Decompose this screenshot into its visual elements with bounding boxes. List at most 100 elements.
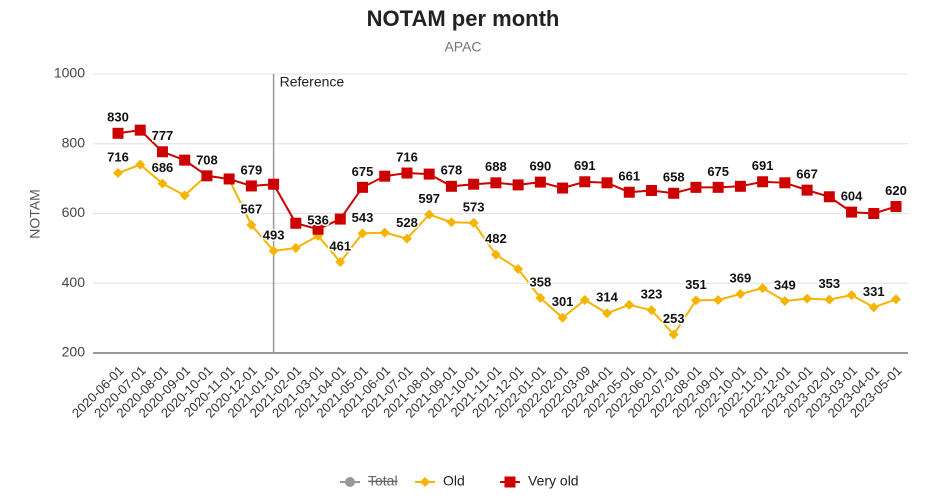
data-label: 691 [574,158,596,173]
point [734,180,746,192]
point [334,213,346,225]
point [579,294,590,305]
point [135,159,146,170]
chart-title: NOTAM per month [367,6,560,31]
point [668,329,679,340]
point [513,263,524,274]
data-label: 543 [352,210,374,225]
point [802,293,813,304]
point [846,290,857,301]
point [312,223,324,235]
point [823,191,835,203]
point [223,173,235,185]
point [757,176,769,188]
point [401,233,412,244]
y-tick-label: 1000 [54,65,85,81]
point [713,294,724,305]
point [868,208,880,219]
point [246,220,257,231]
data-label: 691 [752,158,774,173]
legend-label: Old [443,473,465,489]
data-label: 667 [796,167,818,182]
data-label: 675 [707,164,729,179]
data-label: 253 [663,311,685,326]
point [357,181,369,193]
data-label: 493 [263,227,285,242]
point [445,180,457,192]
point [112,127,124,139]
data-label: 716 [107,149,129,164]
point [602,308,613,319]
legend-marker [504,476,516,488]
data-label: 351 [685,277,707,292]
point [268,178,280,190]
point [134,124,146,136]
point [868,302,879,313]
point [557,312,568,323]
y-axis-label: NOTAM [27,189,43,239]
point [446,217,457,228]
y-tick-label: 400 [62,274,86,290]
data-label: 678 [441,163,463,178]
point [690,295,701,306]
legend-marker [345,477,355,487]
y-tick-label: 600 [62,204,86,220]
point [179,154,191,166]
data-label: 349 [774,277,796,292]
reference-label: Reference [280,74,345,90]
data-label: 830 [107,110,129,125]
point [179,190,190,201]
point [512,179,524,191]
point [557,182,569,194]
point [601,177,613,189]
point [157,178,168,189]
y-tick-label: 200 [62,344,86,360]
data-label: 567 [241,201,263,216]
point [624,299,635,310]
point [534,176,546,188]
data-label: 597 [418,191,440,206]
point [490,177,502,189]
data-label: 573 [463,199,485,214]
point [646,305,657,316]
point [890,201,902,213]
data-label: 323 [641,287,663,302]
point [668,187,680,199]
point [779,296,790,307]
point [801,184,813,196]
point [113,168,123,179]
point [201,170,213,182]
point [824,294,835,305]
point [379,227,390,238]
point [357,228,368,239]
legend-item: Old [415,473,465,489]
data-label: 675 [352,164,374,179]
point [757,283,768,294]
point [535,292,546,303]
series-line [117,163,897,337]
point [779,177,791,189]
data-label: 690 [529,159,551,174]
data-label: 604 [841,189,863,204]
data-label: 536 [307,212,329,227]
point [891,294,901,305]
data-label: 353 [818,276,840,291]
data-label: 777 [152,128,174,143]
point [468,178,480,190]
point [290,243,301,254]
data-label: 461 [329,238,351,253]
data-label: 708 [196,152,218,167]
data-label: 661 [618,169,640,184]
point [424,209,435,220]
point [468,217,479,228]
point [245,180,257,192]
series-line [117,129,897,231]
data-label: 482 [485,231,507,246]
point [712,181,724,193]
point [645,184,657,196]
data-label: 620 [885,183,907,198]
point [623,186,635,198]
data-label: 688 [485,159,507,174]
point [735,289,746,300]
